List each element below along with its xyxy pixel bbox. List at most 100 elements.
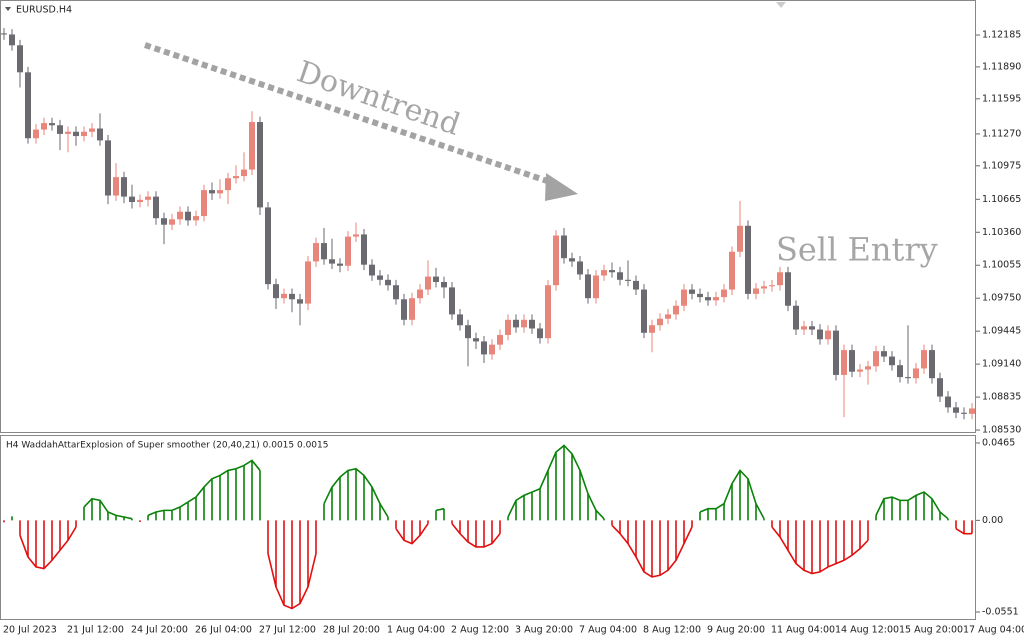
candle-body [705, 297, 711, 301]
candle-body [969, 408, 975, 414]
candle-body [201, 190, 207, 217]
candle-body [361, 234, 367, 265]
histogram-outline [435, 507, 445, 512]
candle-body [281, 293, 287, 299]
candle-body [41, 123, 47, 130]
histogram-outline [507, 444, 605, 520]
histogram-outline [147, 459, 261, 517]
y-tick-label: 1.12185 [982, 30, 1021, 41]
candle-body [73, 131, 79, 137]
y-tick-label: 1.09445 [982, 326, 1021, 337]
candle-body [313, 243, 319, 262]
candle-body [633, 280, 639, 290]
shift-marker [776, 2, 786, 8]
main-panel-frame [0, 0, 976, 433]
chart-title: EURUSD.H4 [16, 5, 72, 16]
x-tick-label: 11 Aug 04:00 [771, 625, 835, 636]
candle-body [529, 319, 535, 329]
candle-body [233, 176, 239, 179]
candle-body [945, 396, 951, 408]
candle-body [809, 326, 815, 330]
downtrend-arrow [144, 42, 578, 201]
candle-body [449, 287, 455, 315]
x-tick-label: 17 Aug 04:00 [963, 625, 1024, 636]
histogram-outline [19, 526, 77, 570]
candle-body [185, 211, 191, 221]
symbol-menu-icon[interactable] [5, 7, 11, 11]
candle-body [609, 270, 615, 273]
candle-body [921, 350, 927, 369]
candle-body [409, 298, 415, 320]
y-tick-label: 1.10665 [982, 194, 1021, 205]
x-tick-label: 14 Aug 12:00 [835, 625, 899, 636]
candle-body [769, 285, 775, 287]
histogram-outline [395, 523, 429, 545]
x-tick-label: 28 Jul 20:00 [323, 625, 380, 636]
candle-body [569, 258, 575, 262]
candle-body [857, 369, 863, 372]
candle-body [97, 128, 103, 141]
histogram-outline [955, 527, 972, 535]
y-tick-label: 1.08530 [982, 425, 1021, 436]
candle-body [561, 235, 567, 259]
y-tick-label: 0.0465 [982, 437, 1015, 448]
candle-body [377, 275, 383, 280]
candle-body [657, 318, 663, 326]
y-tick-label: 1.10975 [982, 160, 1021, 171]
indicator-panel-frame [0, 435, 976, 620]
histogram-outline [451, 523, 501, 548]
candle-body [577, 261, 583, 275]
candle-body [913, 368, 919, 379]
y-tick-label: 1.10055 [982, 260, 1021, 271]
histogram-outline [323, 467, 389, 518]
candle-body [617, 272, 623, 280]
candle-body [193, 216, 199, 221]
candle-body [745, 225, 751, 294]
candle-body [753, 288, 759, 294]
candle-body [145, 196, 151, 200]
histogram-outline [771, 526, 869, 575]
candle-body [585, 274, 591, 299]
y-tick-label: 1.10360 [982, 227, 1021, 238]
x-tick-label: 15 Aug 20:00 [899, 625, 963, 636]
candle-body [625, 279, 631, 281]
candle-body [665, 314, 671, 319]
candle-body [49, 123, 55, 126]
candle-body [393, 285, 399, 300]
candle-body [401, 299, 407, 320]
y-tick-label: 1.11890 [982, 61, 1021, 72]
x-tick-label: 9 Aug 20:00 [707, 625, 765, 636]
x-tick-label: 27 Jul 12:00 [259, 625, 316, 636]
candle-body [473, 338, 479, 342]
candle-body [465, 325, 471, 339]
y-tick-label: 0.00 [982, 515, 1003, 526]
histogram-outline [267, 553, 317, 610]
y-tick-label: -0.0551 [982, 607, 1019, 618]
candle-body [321, 243, 327, 260]
candle-body [209, 190, 215, 194]
y-tick-label: 1.09140 [982, 359, 1021, 370]
histogram-outline [611, 524, 693, 578]
candle-body [25, 72, 31, 139]
candle-body [881, 351, 887, 357]
candle-body [337, 263, 343, 266]
histogram-outline [83, 497, 133, 520]
candle-body [289, 293, 295, 300]
candle-body [129, 196, 135, 203]
candle-body [689, 289, 695, 294]
candle-body [713, 297, 719, 301]
candle-body [833, 330, 839, 375]
candle-body [737, 225, 743, 252]
candle-body [793, 305, 799, 330]
candle-body [105, 140, 111, 196]
candle-body [817, 329, 823, 340]
candle-body [505, 319, 511, 335]
candle-body [305, 261, 311, 304]
candle-body [553, 235, 559, 286]
candle-body [513, 319, 519, 328]
candle-body [849, 350, 855, 372]
indicator-title: H4 WaddahAttarExplosion of Super smoothe… [6, 441, 328, 451]
